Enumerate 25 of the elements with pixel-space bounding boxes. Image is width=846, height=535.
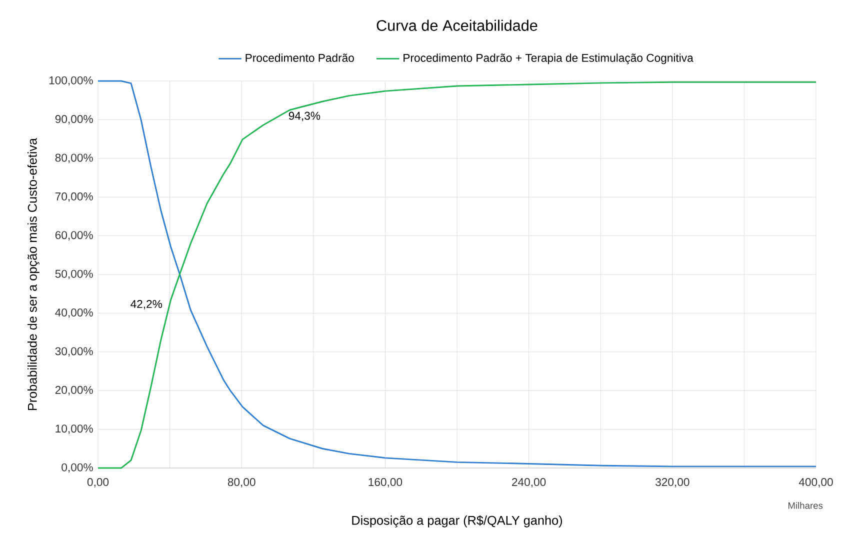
annotation: 42,2%: [130, 300, 162, 310]
chart-title: Curva de Aceitabilidade: [376, 20, 538, 31]
y-tick-label: 0,00%: [62, 463, 93, 473]
y-tick-label: 30,00%: [55, 347, 93, 357]
y-tick-label: 20,00%: [55, 386, 93, 396]
text: Milhares: [788, 502, 823, 509]
x-tick-label: 320,00: [656, 478, 690, 488]
y-tick-label: 80,00%: [55, 154, 93, 164]
annotation: 94,3%: [288, 112, 320, 122]
y-axis-title: Probabilidade de ser a opção mais Custo-efetiva: [28, 138, 40, 410]
y-tick-label: 40,00%: [55, 308, 93, 318]
y-tick-label: 10,00%: [56, 424, 93, 434]
y-tick-label: 90,00%: [55, 115, 93, 124]
legend-label: Procedimento Padrão: [246, 54, 354, 62]
y-tick-label: 70,00%: [55, 192, 93, 202]
y-tick-label: 60,00%: [55, 231, 93, 240]
x-axis-title: Disposição a pagar (R$/QALY ganho): [352, 515, 562, 528]
x-tick-label: 160,00: [368, 478, 402, 488]
x-tick-label: 80,00: [228, 478, 256, 488]
y-tick-label: 50,00%: [55, 270, 93, 280]
y-tick-label: 100,00%: [49, 76, 93, 86]
x-tick-label: 0,00: [87, 478, 109, 488]
x-tick-label: 240,00: [512, 478, 546, 488]
x-tick-label: 400,00: [798, 478, 833, 488]
legend-label: Procedimento Padrão + Terapia de Estimulação Cognitiva: [404, 54, 694, 64]
